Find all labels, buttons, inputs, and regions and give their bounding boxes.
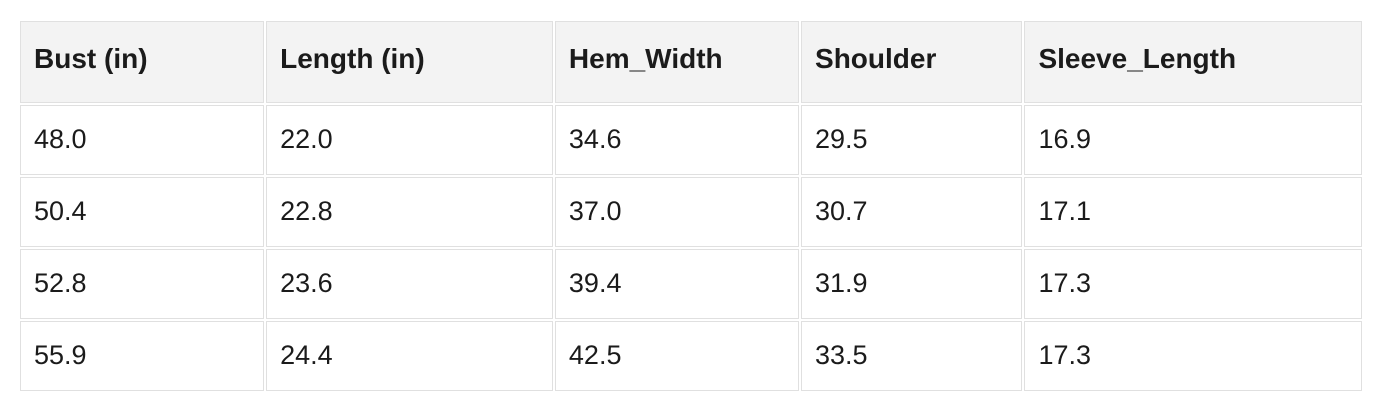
column-header-bust: Bust (in) [20, 21, 265, 103]
table-cell: 17.3 [1024, 321, 1362, 391]
table-cell: 29.5 [801, 105, 1023, 175]
table-cell: 33.5 [801, 321, 1023, 391]
size-chart-table: Bust (in) Length (in) Hem_Width Shoulder… [18, 19, 1364, 393]
column-header-hem-width: Hem_Width [554, 21, 800, 103]
table-cell: 16.9 [1024, 105, 1362, 175]
table-row: 55.9 24.4 42.5 33.5 17.3 [20, 321, 1362, 391]
column-header-sleeve-length: Sleeve_Length [1024, 21, 1362, 103]
table-cell: 24.4 [266, 321, 553, 391]
table-cell: 34.6 [554, 105, 800, 175]
table-cell: 42.5 [554, 321, 800, 391]
table-cell: 39.4 [554, 249, 800, 319]
table-cell: 52.8 [20, 249, 265, 319]
table-row: 50.4 22.8 37.0 30.7 17.1 [20, 177, 1362, 247]
column-header-length: Length (in) [266, 21, 553, 103]
table-cell: 22.0 [266, 105, 553, 175]
table-cell: 31.9 [801, 249, 1023, 319]
table-cell: 22.8 [266, 177, 553, 247]
table-row: 52.8 23.6 39.4 31.9 17.3 [20, 249, 1362, 319]
table-cell: 48.0 [20, 105, 265, 175]
table-cell: 17.3 [1024, 249, 1362, 319]
table-cell: 37.0 [554, 177, 800, 247]
table-cell: 50.4 [20, 177, 265, 247]
size-chart-container: Bust (in) Length (in) Hem_Width Shoulder… [18, 19, 1364, 393]
table-cell: 30.7 [801, 177, 1023, 247]
table-row: 48.0 22.0 34.6 29.5 16.9 [20, 105, 1362, 175]
table-cell: 55.9 [20, 321, 265, 391]
table-cell: 23.6 [266, 249, 553, 319]
column-header-shoulder: Shoulder [801, 21, 1023, 103]
header-row: Bust (in) Length (in) Hem_Width Shoulder… [20, 21, 1362, 103]
table-cell: 17.1 [1024, 177, 1362, 247]
